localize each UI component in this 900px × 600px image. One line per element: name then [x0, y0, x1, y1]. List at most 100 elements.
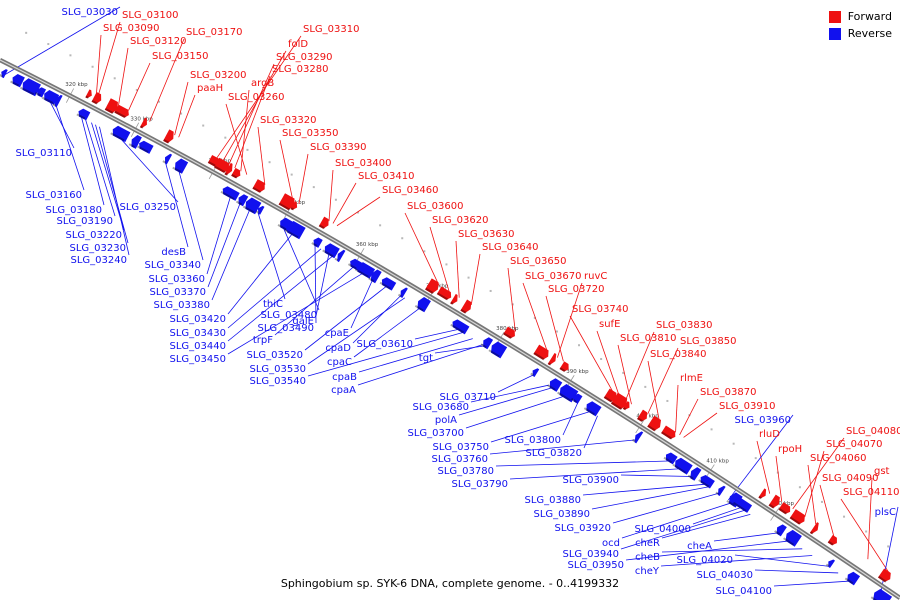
- gene-label: cpaA: [331, 385, 356, 396]
- reverse-gene: [76, 108, 91, 121]
- leader-line: [414, 329, 458, 340]
- leader-line: [562, 403, 578, 436]
- gene-label: SLG_03440: [170, 341, 226, 352]
- leader-line: [128, 62, 151, 111]
- leader-line: [507, 267, 516, 332]
- gene-label: SLG_03320: [260, 115, 316, 126]
- gene-label: SLG_03430: [170, 328, 226, 339]
- gene-label: cheA: [687, 541, 712, 552]
- forward-gene: [290, 201, 298, 211]
- leader-line: [756, 440, 771, 494]
- gene-label: SLG_03360: [149, 274, 205, 285]
- leader-line: [95, 124, 129, 244]
- leader-line: [458, 387, 553, 416]
- leader-line: [647, 347, 679, 415]
- gene-label: SLG_03600: [407, 201, 463, 212]
- gene-label: plsC: [875, 507, 896, 518]
- leader-line: [522, 282, 548, 352]
- gene-label: SLG_03900: [563, 475, 619, 486]
- leader-line: [692, 507, 741, 525]
- gene-label: cpaB: [332, 372, 357, 383]
- leader-line: [804, 450, 825, 517]
- reverse-gene: [570, 393, 583, 404]
- forward-gene: [450, 293, 458, 305]
- gene-label: SLG_03800: [505, 435, 561, 446]
- leader-line: [222, 50, 287, 162]
- leader-line: [228, 63, 275, 165]
- gene-label: ocd: [602, 538, 620, 549]
- forward-gene: [252, 179, 265, 194]
- gene-label: SLG_03220: [66, 230, 122, 241]
- leader-line: [85, 119, 116, 217]
- forward-gene: [758, 488, 767, 500]
- gene-label: SLG_03420: [170, 314, 226, 325]
- tick-label: 360 kbp: [356, 242, 379, 248]
- gene-label: SLG_03710: [440, 392, 496, 403]
- legend-forward: Forward: [828, 8, 892, 25]
- forward-gene: [622, 401, 630, 411]
- gene-label: SLG_03260: [228, 92, 284, 103]
- gene-label: SLG_03290: [276, 52, 332, 63]
- forward-gene: [214, 157, 229, 174]
- gene-label: SLG_03150: [152, 51, 208, 62]
- leader-line: [274, 267, 354, 336]
- reverse-gene: [110, 125, 131, 143]
- leader-line: [99, 126, 130, 256]
- leader-line: [332, 182, 357, 224]
- leader-line: [207, 202, 241, 288]
- leader-line: [675, 384, 679, 433]
- gene-label: SLG_03280: [272, 64, 328, 75]
- gene-label: SLG_03450: [170, 354, 226, 365]
- gene-label: SLG_04110: [843, 487, 899, 498]
- leader-line: [679, 398, 699, 436]
- reverse-gene: [632, 431, 644, 444]
- forward-gene: [85, 89, 92, 99]
- gene-label: trpF: [253, 335, 273, 346]
- forward-gene: [139, 117, 147, 129]
- genome-caption: Sphingobium sp. SYK-6 DNA, complete geno…: [280, 577, 620, 590]
- leader-line: [149, 38, 185, 122]
- gene-label: SLG_03940: [563, 549, 619, 560]
- forward-gene: [163, 129, 174, 144]
- gene-label: cpaC: [327, 357, 352, 368]
- gene-label: SLG_03190: [57, 216, 113, 227]
- reverse-gene: [128, 135, 142, 149]
- gene-label: SLG_03820: [526, 448, 582, 459]
- gene-label: SLG_03460: [382, 185, 438, 196]
- reverse-gene: [450, 319, 470, 335]
- gene-label: SLG_03410: [358, 171, 414, 182]
- gene-label: rlmE: [680, 373, 703, 384]
- leader-line: [557, 282, 583, 358]
- forward-gene: [637, 409, 648, 423]
- reverse-gene: [334, 249, 346, 263]
- gene-label: SLG_03870: [700, 387, 756, 398]
- forward-gene: [104, 98, 118, 114]
- gene-label: SLG_03740: [572, 304, 628, 315]
- reverse-gene: [530, 368, 540, 378]
- forward-gene: [827, 534, 837, 546]
- leader-line: [625, 331, 655, 401]
- leader-line: [257, 126, 266, 185]
- gene-label: sufE: [599, 319, 620, 330]
- leader-line: [754, 569, 839, 574]
- reverse-gene: [783, 529, 802, 547]
- leader-line: [661, 548, 803, 553]
- gene-label: SLG_04080: [846, 426, 900, 437]
- reverse-gene: [687, 467, 702, 481]
- reverse-gene: [0, 69, 8, 79]
- reverse-gene: [825, 559, 836, 569]
- gene-label: SLG_03890: [534, 509, 590, 520]
- gene-label: gst: [874, 466, 890, 477]
- gene-label: SLG_03370: [150, 287, 206, 298]
- gene-label: SLG_03720: [548, 284, 604, 295]
- leader-line: [660, 555, 813, 567]
- leader-line: [336, 196, 381, 227]
- forward-gene: [661, 425, 676, 440]
- gene-label: SLG_03390: [310, 142, 366, 153]
- leader-line: [620, 510, 745, 550]
- forward-gene: [436, 286, 452, 301]
- tick-label: 400 kbp: [636, 413, 659, 419]
- genome-backbone-highlight: [0, 59, 900, 599]
- reverse-gene: [368, 269, 382, 284]
